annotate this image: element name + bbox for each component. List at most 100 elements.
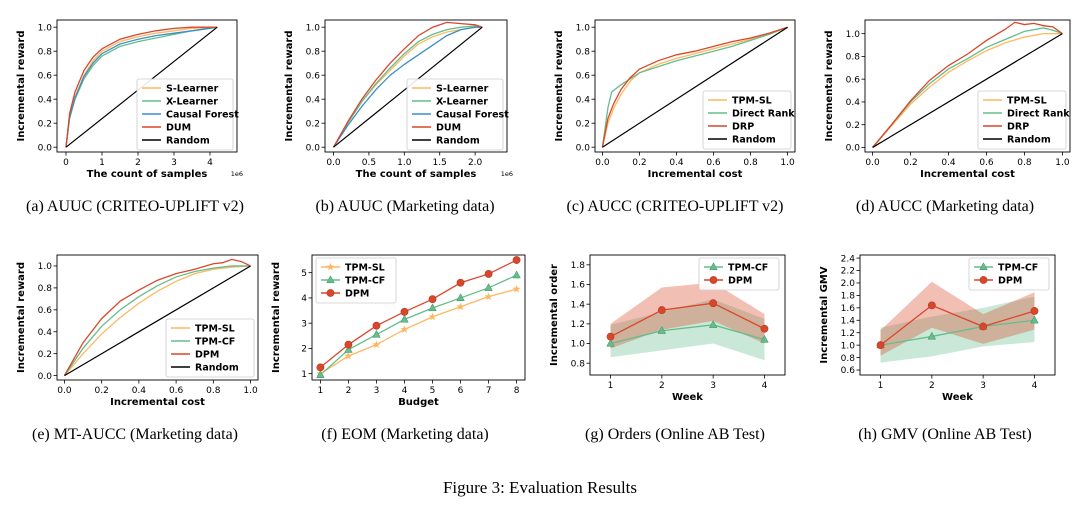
series-line-0	[610, 324, 765, 345]
data-point	[372, 340, 381, 349]
y-tick-label: 2	[301, 345, 307, 355]
y-tick-label: 1.6	[841, 304, 856, 314]
subcaption-f: (f) EOM (Marketing data)	[321, 426, 489, 443]
y-tick-label: 0.0	[38, 372, 53, 382]
y-tick-label: 1.0	[576, 23, 591, 33]
series-line-2	[320, 259, 517, 368]
chart-svg-h: 1 2 3 4 0.6 0.8 1.0 1.2 1.4 1.6 1.8 2.0 2.2 2.4 Week In…	[819, 254, 1056, 403]
axes-frame	[864, 19, 1071, 153]
legend-label: Causal Forest	[166, 109, 239, 120]
axes-frame	[324, 19, 508, 153]
y-tick-label: 0.0	[306, 143, 321, 153]
x-axis-label: Budget	[398, 397, 439, 408]
subcaption-e: (e) MT-AUCC (Marketing data)	[31, 426, 239, 443]
data-point	[1030, 315, 1039, 324]
series-line-1	[63, 265, 251, 376]
axes-frame	[56, 19, 238, 153]
x-tick-label: 3	[171, 158, 177, 168]
x-axis-label: Incremental cost	[920, 169, 1015, 180]
chart-panel-f: 1 2 3 4 5 6 7 8 1 2 3 4 5 Budget Incremental reward TPM…	[270, 235, 540, 425]
y-tick-label: 1.0	[38, 262, 53, 272]
y-axis-label: Incremental order	[549, 264, 560, 366]
legend-label: S-Learner	[166, 83, 219, 94]
x-tick-label: 0	[63, 158, 69, 168]
chart-panel-g: 1 2 3 4 0.8 1.0 1.2 1.4 1.6 1.8 Week Incremental or…	[540, 235, 810, 425]
series-line-2	[332, 26, 483, 148]
series-line-0	[601, 26, 788, 148]
legend-label: TPM-SL	[345, 262, 385, 273]
x-tick-label: 0.8	[1017, 158, 1032, 168]
x-tick-label: 0.6	[979, 158, 994, 168]
x-tick-label: 1	[99, 158, 105, 168]
legend-label: Random	[166, 135, 210, 146]
data-point	[344, 351, 353, 360]
x-tick-label: 3	[374, 386, 380, 396]
data-point	[400, 325, 409, 333]
data-point	[927, 331, 937, 340]
x-axis-label: Week	[672, 392, 703, 403]
legend-label: Direct Rank	[1007, 108, 1070, 119]
x-tick-label: 1	[318, 386, 324, 396]
data-point	[760, 324, 769, 333]
x-tick-label: 8	[514, 386, 520, 396]
chart-panel-b: 0.0 0.5 1.0 1.5 2.0 0.0 0.2 0.4 0.6 0.8 1.0 The cou…	[270, 0, 540, 190]
plot-area	[880, 281, 1035, 363]
x-axis-label: Incremental cost	[110, 397, 205, 408]
y-tick-label: 0.8	[576, 47, 591, 57]
x-tick-label: 7	[486, 386, 492, 396]
data-point	[400, 307, 409, 316]
plot-area	[872, 21, 1063, 148]
y-tick-label: 0.6	[846, 75, 861, 85]
data-point	[927, 301, 936, 310]
chart-svg-a: 0 1 2 3 4 0.0 0.2 0.4 0.6 0.8 1.0 The count of samp…	[16, 19, 243, 180]
x-tick-label: 1	[608, 381, 614, 391]
series-line-3	[64, 265, 251, 377]
data-point	[372, 329, 381, 338]
x-axis-label: The count of samples	[87, 169, 208, 180]
legend-box	[165, 318, 255, 378]
y-tick-label: 0.2	[576, 119, 590, 129]
x-tick-label: 1.0	[780, 158, 795, 168]
legend-box	[698, 257, 780, 291]
series-line-3	[872, 33, 1063, 148]
data-point	[606, 332, 615, 341]
x-tick-label: 0.0	[865, 158, 880, 168]
data-point	[657, 326, 667, 334]
x-tick-label: 1	[878, 381, 884, 391]
x-tick-label: 0.2	[95, 386, 109, 396]
plot-area	[610, 282, 765, 361]
legend-label: Random	[1007, 134, 1051, 145]
y-tick-label: 0.0	[846, 144, 861, 154]
y-tick-label: 2.4	[841, 254, 856, 264]
y-tick-label: 0.4	[38, 328, 53, 338]
x-tick-label: 4	[762, 381, 768, 391]
x-axis-label: Week	[942, 392, 973, 403]
legend-label: TPM-CF	[998, 262, 1038, 273]
x-tick-label: 2	[659, 381, 665, 391]
series-line-0	[872, 33, 1063, 148]
legend-label: TPM-SL	[195, 323, 235, 334]
x-tick-label: 0.2	[632, 158, 646, 168]
x-tick-label: 1.0	[1055, 158, 1070, 168]
y-tick-label: 0.8	[841, 354, 856, 364]
data-point	[456, 293, 465, 301]
x-tick-label: 4	[207, 158, 213, 168]
plot-area	[319, 259, 517, 376]
y-tick-label: 0.8	[571, 359, 586, 369]
x-offset-text: 1e6	[501, 170, 513, 178]
data-point	[708, 320, 718, 328]
x-tick-label: 0.5	[362, 158, 376, 168]
x-tick-label: 0.0	[57, 386, 72, 396]
x-tick-label: 0.4	[132, 386, 147, 396]
chart-svg-g: 1 2 3 4 0.8 1.0 1.2 1.4 1.6 1.8 Week Incremental or…	[549, 254, 786, 403]
legend-marker	[326, 275, 335, 284]
y-tick-label: 1.2	[841, 329, 855, 339]
data-point	[484, 270, 493, 278]
x-tick-label: 2.0	[468, 158, 483, 168]
y-tick-label: 3	[301, 319, 307, 329]
data-point	[709, 299, 718, 308]
plot-area	[601, 26, 788, 148]
data-point	[316, 370, 325, 378]
confidence-band-1	[610, 282, 765, 349]
x-tick-label: 0.6	[169, 386, 184, 396]
